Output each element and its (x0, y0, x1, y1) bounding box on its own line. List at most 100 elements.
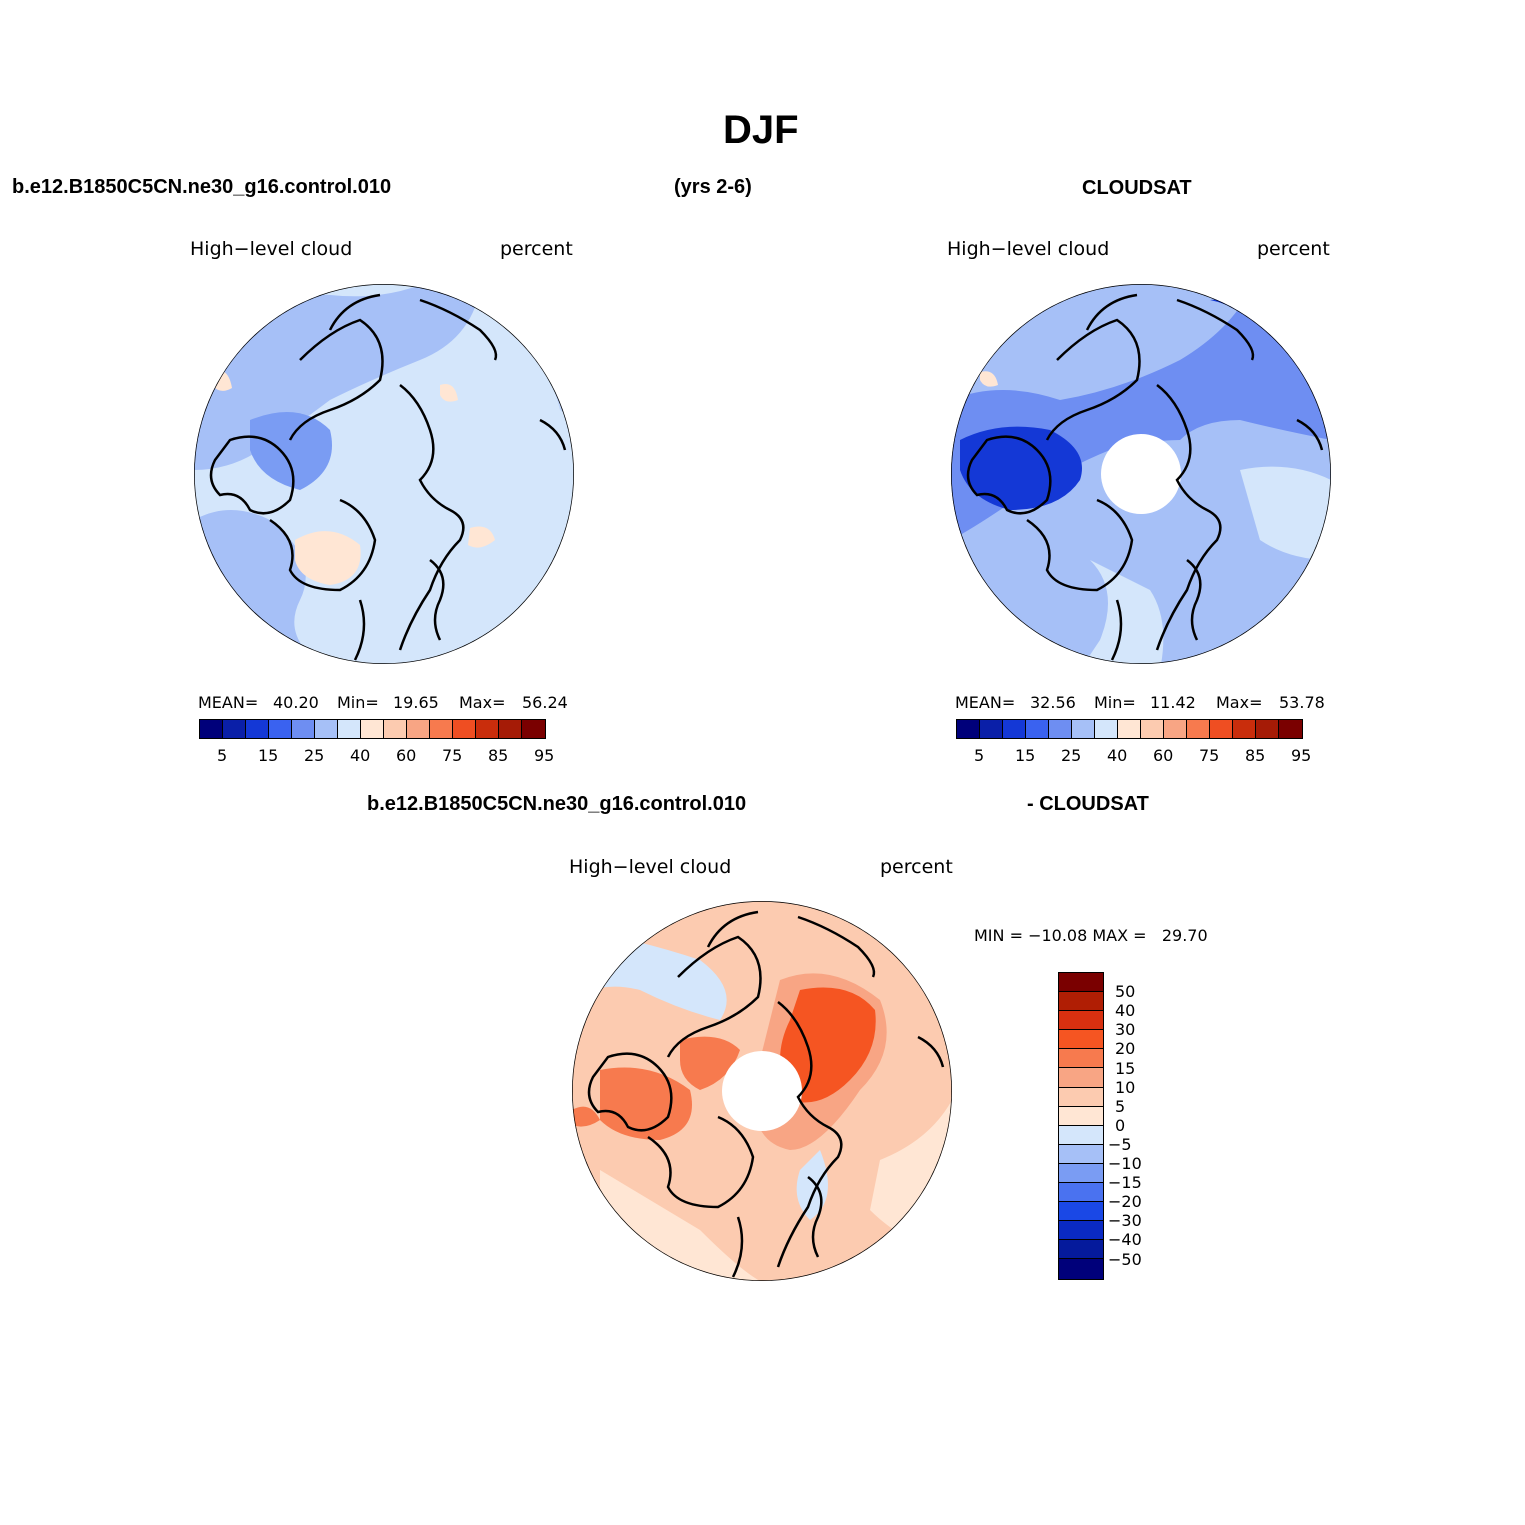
colorbar-swatch (957, 720, 980, 738)
colorbar-swatch (1059, 992, 1103, 1012)
obs-mean-label: MEAN= (955, 693, 1016, 712)
colorbar-swatch (1141, 720, 1164, 738)
colorbar-swatch (407, 720, 430, 738)
colorbar-swatch (1059, 1030, 1103, 1050)
colorbar-swatch (1059, 1011, 1103, 1031)
colorbar-tick-label: 75 (442, 746, 463, 765)
colorbar-swatch (1059, 1068, 1103, 1088)
colorbar-swatch (292, 720, 315, 738)
colorbar-swatch (1187, 720, 1210, 738)
model-min-label: Min= (337, 693, 379, 712)
diff-colorbar (1058, 972, 1104, 1280)
colorbar-swatch (1059, 1144, 1103, 1164)
obs-min-value: 11.42 (1150, 693, 1196, 712)
colorbar-swatch (1095, 720, 1118, 738)
colorbar-swatch (1003, 720, 1026, 738)
colorbar-tick-label: 95 (534, 746, 555, 765)
colorbar-tick-label: 15 (258, 746, 279, 765)
obs-units-label: percent (1257, 238, 1330, 260)
diff-units-label: percent (880, 856, 953, 878)
obs-min-label: Min= (1094, 693, 1136, 712)
colorbar-swatch (1059, 1202, 1103, 1222)
colorbar-tick-label: −50 (1108, 1249, 1142, 1269)
colorbar-swatch (1233, 720, 1256, 738)
obs-variable-label: High−level cloud (947, 238, 1110, 260)
colorbar-tick-label: −40 (1108, 1230, 1142, 1250)
colorbar-tick-label: 10 (1115, 1077, 1136, 1097)
colorbar-swatch (1279, 720, 1302, 738)
model-colorbar (199, 719, 546, 739)
model-units-label: percent (500, 238, 573, 260)
figure-title: DJF (723, 108, 799, 152)
colorbar-tick-label: −5 (1108, 1134, 1132, 1154)
colorbar-swatch (1164, 720, 1187, 738)
colorbar-tick-label: 60 (1153, 746, 1174, 765)
model-max-label: Max= (459, 693, 506, 712)
colorbar-swatch (315, 720, 338, 738)
model-map (194, 284, 574, 664)
colorbar-tick-label: 5 (1115, 1096, 1126, 1116)
colorbar-tick-label: 50 (1115, 982, 1136, 1002)
diff-map (572, 901, 952, 1281)
colorbar-swatch (430, 720, 453, 738)
colorbar-swatch (1118, 720, 1141, 738)
colorbar-tick-label: 25 (1061, 746, 1082, 765)
colorbar-swatch (1059, 1106, 1103, 1126)
diff-obs-header: - CLOUDSAT (1027, 793, 1149, 815)
colorbar-tick-label: −15 (1108, 1173, 1142, 1193)
years-header: (yrs 2-6) (674, 176, 752, 198)
colorbar-tick-label: 95 (1291, 746, 1312, 765)
colorbar-tick-label: 5 (974, 746, 985, 765)
model-mean-value: 40.20 (273, 693, 319, 712)
model-variable-label: High−level cloud (190, 238, 353, 260)
colorbar-swatch (1059, 1259, 1103, 1279)
colorbar-tick-label: 60 (396, 746, 417, 765)
colorbar-swatch (1059, 1240, 1103, 1260)
colorbar-swatch (223, 720, 246, 738)
colorbar-swatch (1256, 720, 1279, 738)
colorbar-tick-label: 15 (1115, 1058, 1136, 1078)
obs-max-label: Max= (1216, 693, 1263, 712)
colorbar-swatch (384, 720, 407, 738)
obs-header: CLOUDSAT (1082, 177, 1192, 199)
colorbar-swatch (1072, 720, 1095, 738)
colorbar-tick-label: 25 (304, 746, 325, 765)
diff-case-header: b.e12.B1850C5CN.ne30_g16.control.010 (367, 793, 747, 815)
colorbar-swatch (1059, 1163, 1103, 1184)
colorbar-swatch (980, 720, 1003, 738)
model-mean-label: MEAN= (198, 693, 259, 712)
obs-colorbar (956, 719, 1303, 739)
colorbar-swatch (1059, 1087, 1103, 1107)
colorbar-tick-label: 20 (1115, 1039, 1136, 1059)
colorbar-swatch (522, 720, 545, 738)
obs-mean-value: 32.56 (1030, 693, 1076, 712)
colorbar-tick-label: 40 (1107, 746, 1128, 765)
colorbar-swatch (338, 720, 361, 738)
colorbar-tick-label: 15 (1015, 746, 1036, 765)
colorbar-swatch (1059, 973, 1103, 993)
colorbar-tick-label: −10 (1108, 1154, 1142, 1173)
colorbar-swatch (1059, 1049, 1103, 1069)
colorbar-swatch (476, 720, 499, 738)
diff-minmax: MIN = −10.08 MAX = 29.70 (974, 926, 1208, 945)
colorbar-swatch (1049, 720, 1072, 738)
colorbar-swatch (1059, 1221, 1103, 1241)
model-max-value: 56.24 (522, 693, 568, 712)
colorbar-swatch (1210, 720, 1233, 738)
colorbar-swatch (200, 720, 223, 738)
case-name-header: b.e12.B1850C5CN.ne30_g16.control.010 (12, 176, 392, 198)
colorbar-tick-label: 30 (1115, 1020, 1136, 1040)
colorbar-swatch (1026, 720, 1049, 738)
colorbar-swatch (246, 720, 269, 738)
diff-variable-label: High−level cloud (569, 856, 732, 878)
obs-max-value: 53.78 (1279, 693, 1325, 712)
colorbar-tick-label: −30 (1108, 1211, 1142, 1231)
colorbar-swatch (361, 720, 384, 738)
colorbar-swatch (269, 720, 292, 738)
colorbar-tick-label: 40 (1115, 1001, 1136, 1021)
colorbar-tick-label: 5 (217, 746, 228, 765)
colorbar-tick-label: 40 (350, 746, 371, 765)
colorbar-swatch (1059, 1125, 1103, 1145)
colorbar-tick-label: −20 (1108, 1192, 1142, 1212)
